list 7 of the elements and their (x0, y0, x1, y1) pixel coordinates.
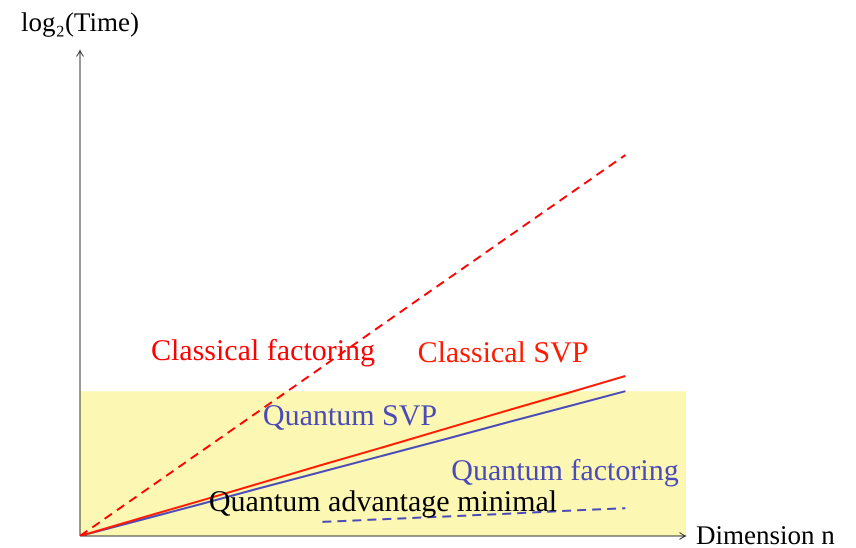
y-axis-title: log₂(Time) (21, 7, 139, 38)
x-axis-title: Dimension n (696, 520, 836, 548)
band-label: Quantum advantage minimal (208, 484, 558, 518)
series-label: Quantum SVP (262, 398, 438, 432)
series-label: Classical factoring (150, 334, 376, 367)
series-label: Classical SVP (418, 336, 588, 369)
series-label: Quantum factoring (451, 454, 679, 487)
